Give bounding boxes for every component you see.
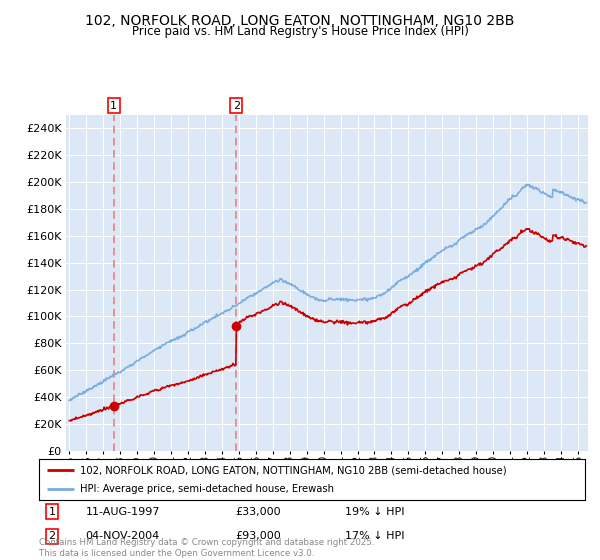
Text: Contains HM Land Registry data © Crown copyright and database right 2025.
This d: Contains HM Land Registry data © Crown c… <box>39 538 374 558</box>
Text: 102, NORFOLK ROAD, LONG EATON, NOTTINGHAM, NG10 2BB: 102, NORFOLK ROAD, LONG EATON, NOTTINGHA… <box>85 14 515 28</box>
Text: 1: 1 <box>49 507 56 517</box>
Text: £93,000: £93,000 <box>236 531 281 542</box>
Text: Price paid vs. HM Land Registry's House Price Index (HPI): Price paid vs. HM Land Registry's House … <box>131 25 469 38</box>
Text: HPI: Average price, semi-detached house, Erewash: HPI: Average price, semi-detached house,… <box>80 484 334 494</box>
Text: £33,000: £33,000 <box>236 507 281 517</box>
Text: 11-AUG-1997: 11-AUG-1997 <box>85 507 160 517</box>
Text: 1: 1 <box>110 101 117 111</box>
Text: 04-NOV-2004: 04-NOV-2004 <box>85 531 160 542</box>
Text: 19% ↓ HPI: 19% ↓ HPI <box>345 507 404 517</box>
Text: 102, NORFOLK ROAD, LONG EATON, NOTTINGHAM, NG10 2BB (semi-detached house): 102, NORFOLK ROAD, LONG EATON, NOTTINGHA… <box>80 465 506 475</box>
Text: 2: 2 <box>233 101 240 111</box>
Text: 2: 2 <box>49 531 56 542</box>
Text: 17% ↓ HPI: 17% ↓ HPI <box>345 531 404 542</box>
